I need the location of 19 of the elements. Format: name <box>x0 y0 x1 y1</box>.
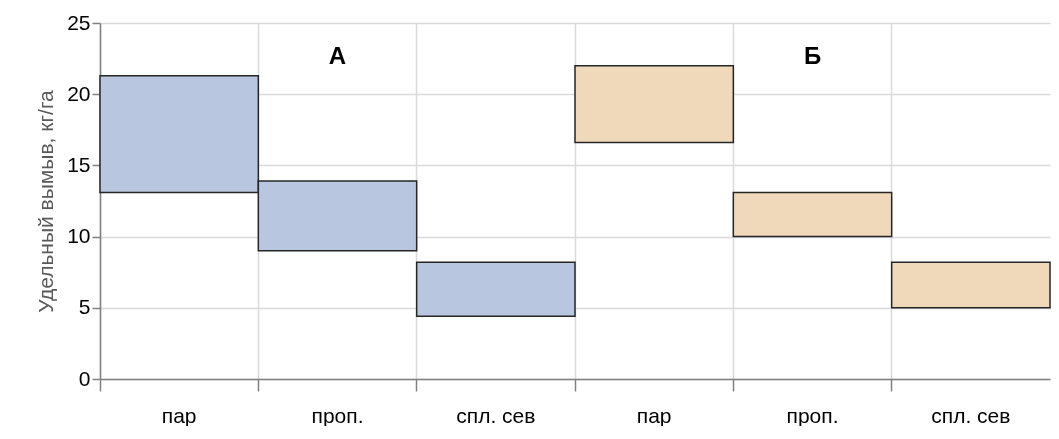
y-tick-label: 0 <box>78 366 91 390</box>
annotation: А <box>328 42 347 69</box>
bar <box>415 261 576 318</box>
y-tick-label: 10 <box>67 224 91 248</box>
x-tick-label: проп. <box>786 403 839 427</box>
annotation: Б <box>803 42 822 69</box>
y-tick-label: 20 <box>67 81 91 105</box>
bar <box>732 191 893 238</box>
y-axis-title: Удельный вымыв, кг/га <box>34 89 58 313</box>
x-tick-label: пар <box>636 403 672 427</box>
x-tick-label: спл. сев <box>931 403 1011 427</box>
y-tick-label: 15 <box>67 152 91 176</box>
y-tick-label: 5 <box>78 295 91 319</box>
bar <box>890 261 1051 309</box>
x-tick-label: пар <box>161 403 197 427</box>
x-tick-label: проп. <box>311 403 364 427</box>
bar <box>574 64 735 144</box>
x-tick-label: спл. сев <box>456 403 536 427</box>
y-tick-label: 25 <box>67 10 91 34</box>
